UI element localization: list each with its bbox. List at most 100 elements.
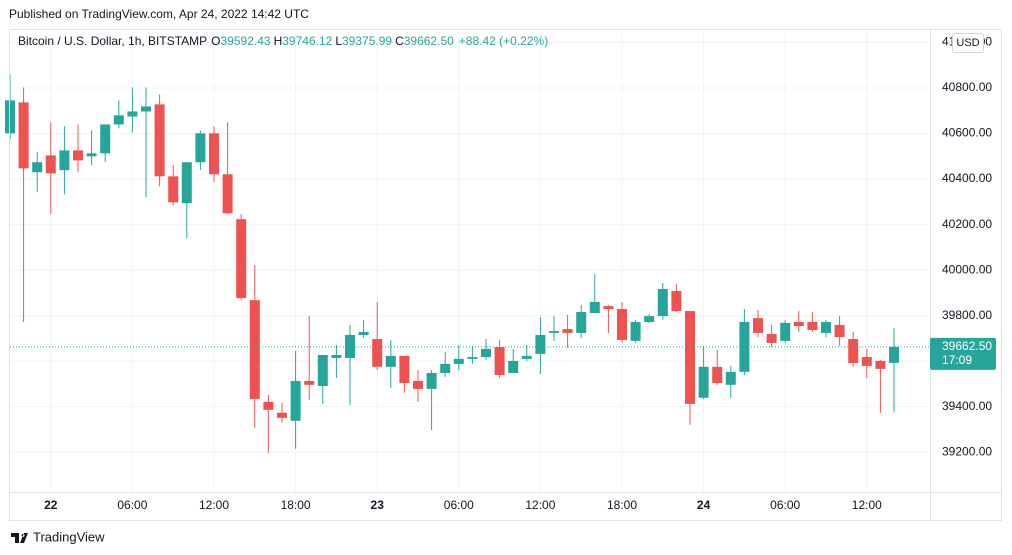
candle-body [821, 321, 831, 333]
legend-value: 39746.12 [282, 34, 333, 48]
candle-body [766, 334, 777, 343]
grid [10, 30, 930, 492]
candle-body [848, 339, 859, 363]
legend-key: O [211, 34, 221, 48]
published-note: Published on TradingView.com, Apr 24, 20… [9, 7, 309, 21]
candle-body [834, 324, 845, 338]
candle-body [222, 174, 233, 214]
candle-body [685, 311, 695, 404]
candle-body [195, 133, 206, 163]
candle-body [861, 357, 872, 366]
x-tick-label: 06:00 [770, 498, 800, 512]
x-tick-label: 06:00 [444, 498, 474, 512]
candle-body [385, 355, 396, 367]
y-tick-label: 40200.00 [942, 217, 992, 231]
y-tick-label: 40000.00 [942, 262, 992, 276]
legend-value: 39592.43 [220, 34, 271, 48]
candle-body [725, 371, 736, 385]
last-price-badge [930, 337, 996, 370]
candles [5, 74, 899, 453]
candle-body [358, 332, 369, 335]
candle-body [576, 311, 587, 333]
candle-body [521, 355, 532, 359]
candle-body [603, 306, 614, 310]
currency-badge[interactable]: USD [952, 33, 984, 53]
candle-body [372, 339, 383, 367]
candle-body [249, 300, 260, 399]
x-tick-label: 18:00 [607, 498, 637, 512]
candle-body [562, 329, 573, 333]
legend-key: L [335, 34, 342, 48]
logo [11, 533, 28, 543]
candle-body [304, 380, 315, 385]
candle-body [712, 366, 723, 383]
candle-body [290, 380, 301, 421]
candle-body [508, 360, 519, 373]
candle-body [181, 162, 192, 204]
candle-body [317, 354, 328, 386]
legend-value: 39662.50 [403, 34, 454, 48]
candle-body [875, 360, 886, 369]
x-tick-label: 06:00 [117, 498, 147, 512]
candle-body [32, 162, 43, 173]
last-price-label: 39662.50 [942, 339, 992, 353]
candle-body [467, 357, 478, 359]
legend-change: +88.42 (+0.22%) [458, 34, 549, 48]
candle-body [481, 348, 491, 358]
legend: Bitcoin / U.S. Dollar, 1h, BITSTAMP O 395… [18, 34, 548, 48]
candle-body [45, 155, 56, 174]
candle-body [780, 322, 791, 341]
candle-body [440, 363, 451, 373]
candle-body [589, 301, 600, 314]
candle-body [753, 318, 763, 333]
x-tick-label: 12:00 [199, 498, 229, 512]
candle-body [113, 115, 124, 125]
candle-body [236, 219, 247, 299]
x-tick-label: 23 [371, 498, 385, 512]
x-tick-label: 12:00 [525, 498, 555, 512]
candle-body [399, 355, 410, 383]
candle-body [426, 372, 437, 389]
candle-body [630, 321, 641, 341]
candle-body [698, 366, 709, 398]
y-tick-label: 39800.00 [942, 308, 992, 322]
y-tick-label: 40400.00 [942, 171, 992, 185]
candle-body [59, 150, 70, 171]
y-tick-label: 39400.00 [942, 399, 992, 413]
footer-brand: TradingView [33, 529, 105, 544]
legend-key: H [273, 34, 283, 48]
candle-body [671, 291, 682, 312]
candle-body [807, 321, 818, 330]
candle-body [494, 347, 505, 376]
legend-key: C [395, 34, 404, 48]
candle-body [73, 150, 83, 161]
y-tick-label: 40600.00 [942, 126, 992, 140]
candle-body [209, 133, 219, 175]
candle-body [86, 153, 97, 157]
candle-body [154, 104, 165, 177]
candle-body [18, 102, 29, 169]
x-tick-label: 22 [44, 498, 58, 512]
candle-body [644, 316, 655, 322]
candle-body [739, 321, 750, 372]
countdown: 17:09 [942, 353, 972, 367]
candle-body [889, 346, 899, 363]
candle-body [141, 106, 151, 112]
candle-body [331, 354, 342, 358]
candle-body [263, 401, 274, 410]
candle-body [793, 321, 804, 327]
candle-body [127, 111, 138, 117]
legend-value: 39375.99 [342, 34, 393, 48]
candle-body [535, 334, 546, 354]
legend-title: Bitcoin / U.S. Dollar, 1h, BITSTAMP [18, 34, 208, 48]
candle-body [277, 412, 287, 418]
candle-body [413, 380, 423, 389]
x-tick-label: 18:00 [281, 498, 311, 512]
candle-body [453, 358, 464, 364]
candle-body [549, 331, 559, 333]
y-tick-label: 39200.00 [942, 444, 992, 458]
chart-frame [9, 29, 1002, 521]
x-tick-label: 12:00 [852, 498, 882, 512]
